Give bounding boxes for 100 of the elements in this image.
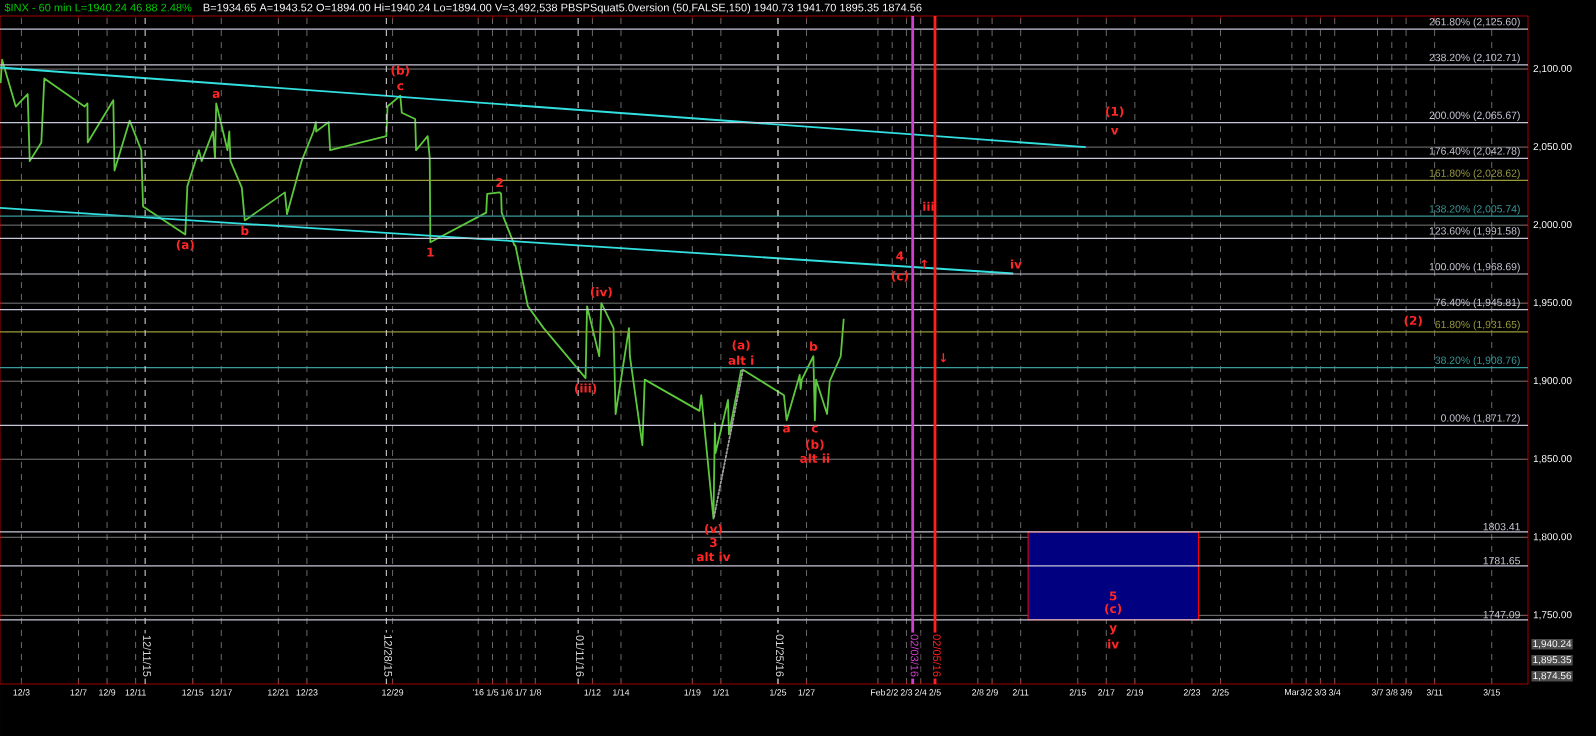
annotation: (iv) <box>590 287 612 298</box>
x-tick-label: 12/15 <box>182 689 204 696</box>
annotation: iii <box>923 201 934 211</box>
x-tick-label: 3/4 <box>1328 689 1341 696</box>
annotation: (c) <box>1105 603 1122 615</box>
y-tick-label: 2,100.00 <box>1533 64 1572 74</box>
x-tick-label: 12/17 <box>210 689 232 696</box>
annotation: alt iv <box>696 551 731 562</box>
chart-title: $INX - 60 min L=1940.24 46.88 2.48% <box>4 3 192 13</box>
x-tick-label: Mar <box>1285 689 1300 696</box>
ref-line-label: 123.60% (1,991.58) <box>1429 226 1520 237</box>
annotation: a <box>783 425 790 433</box>
x-tick-label: 3/2 <box>1300 689 1312 696</box>
annotation: ↓ <box>940 353 947 363</box>
ref-line-label: 176.40% (2,042.78) <box>1429 147 1520 157</box>
x-tick-label: 2/25 <box>1212 689 1229 696</box>
x-tick-label: 2/15 <box>1069 689 1086 696</box>
y-tick-label: 1,950.00 <box>1533 299 1572 308</box>
chart-subtitle: B=1934.65 A=1943.52 O=1894.00 Hi=1940.24 Lo=1894.00 V=3,492,538 PBSPSquat5.0version (50,FALSE,150) 1940.73 1941.70 1895.35 1874.56 <box>203 3 922 14</box>
ref-line-label: 238.20% (2,102.71) <box>1429 53 1520 64</box>
annotation: 1 <box>427 247 434 257</box>
x-tick-label: 12/21 <box>268 689 289 696</box>
annotation: 3 <box>710 537 717 548</box>
ref-line-label: 261.80% (2,125.60) <box>1429 17 1520 28</box>
annotation: (a) <box>732 340 750 351</box>
ref-line-label: 161.80% (2,028.62) <box>1429 169 1520 179</box>
x-tick-label: 2/5 <box>929 689 941 696</box>
x-tick-label: 2/3 <box>900 689 913 696</box>
x-tick-label: 1/12 <box>584 689 601 696</box>
y-tick-label: 1,750.00 <box>1533 611 1572 620</box>
annotation: a <box>212 91 220 98</box>
annotation: c <box>397 83 404 91</box>
annotation: (b) <box>391 65 410 77</box>
x-tick-label: 1/21 <box>712 689 730 696</box>
annotation: iv <box>1010 259 1022 269</box>
x-tick-label: 1/14 <box>613 689 630 696</box>
ref-line-label: 138.20% (2,005.74) <box>1429 204 1520 215</box>
x-tick-label: 2/8 <box>972 689 984 696</box>
ref-line-label: 02/05/16 <box>932 634 942 677</box>
annotation: (c) <box>891 271 908 282</box>
x-tick-label: 3/11 <box>1426 689 1443 696</box>
x-tick-label: 2/4 <box>915 689 927 696</box>
x-tick-label: 2/11 <box>1012 689 1029 696</box>
x-tick-label: 12/29 <box>382 689 404 696</box>
annotation: (b) <box>806 439 824 451</box>
x-tick-label: 2/19 <box>1126 689 1144 696</box>
x-tick-label: 1/7 <box>515 689 527 696</box>
x-tick-label: 3/8 <box>1386 689 1398 696</box>
x-tick-label: Feb <box>871 689 886 696</box>
x-tick-label: 1/27 <box>798 689 815 696</box>
text: 1,874.56 <box>1533 672 1572 681</box>
x-tick-label: 3/3 <box>1314 689 1327 696</box>
x-tick-label: 12/23 <box>296 689 318 696</box>
annotation: (a) <box>176 239 194 251</box>
ref-line-label: 61.80% (1,931.65) <box>1435 320 1520 331</box>
y-tick-label: 1,850.00 <box>1533 455 1572 464</box>
ref-line-label: 02/03/16 <box>910 634 919 677</box>
ref-line-label: 100.00% (1,968.69) <box>1429 262 1520 273</box>
x-tick-label: 12/7 <box>70 689 87 696</box>
annotation: (iii) <box>574 383 597 395</box>
annotation: iv <box>1108 639 1119 649</box>
x-tick-label: 12/3 <box>13 689 30 696</box>
annotation: b <box>810 341 818 351</box>
text: 1,895.35 <box>1533 656 1572 665</box>
x-tick-label: 1/6 <box>501 689 513 696</box>
x-tick-label: 3/9 <box>1400 689 1412 696</box>
x-tick-label: '16 <box>472 689 484 696</box>
ref-line-label: 200.00% (2,065.67) <box>1429 111 1520 122</box>
line-series <box>0 58 845 520</box>
y-tick-label: 1,900.00 <box>1533 377 1572 386</box>
annotation: alt ii <box>800 453 830 463</box>
text: 1,940.24 <box>1533 640 1572 649</box>
x-tick-label: 1/5 <box>487 689 499 696</box>
ref-line-label: 12/11/15 <box>143 635 152 677</box>
y-tick-label: 1,800.00 <box>1533 533 1572 542</box>
x-tick-label: 2/17 <box>1098 689 1115 696</box>
annotation: 4 <box>896 251 904 261</box>
x-tick-label: 1/8 <box>529 689 542 696</box>
ref-line-label: 12/28/15 <box>384 635 393 677</box>
ref-line-label: 0.00% (1,871.72) <box>1441 414 1520 424</box>
annotation: (1) <box>1106 106 1124 118</box>
y-tick-label: 2,000.00 <box>1533 220 1572 230</box>
x-tick-label: 2/23 <box>1183 689 1201 696</box>
ref-line-label: 1781.65 <box>1483 556 1520 565</box>
x-tick-label: 3/7 <box>1371 689 1384 696</box>
annotation: v <box>1110 128 1119 135</box>
x-tick-label: 1/19 <box>684 689 701 696</box>
annotation: ↑ <box>921 259 928 269</box>
x-tick-label: 12/9 <box>99 689 116 696</box>
x-tick-label: 2/2 <box>886 689 898 696</box>
x-tick-label: 3/15 <box>1483 689 1500 696</box>
annotation: 5 <box>1109 591 1117 601</box>
y-tick-label: 2,050.00 <box>1533 142 1572 152</box>
annotation: alt i <box>728 355 754 365</box>
annotation: c <box>811 425 818 433</box>
annotation: b <box>241 225 249 236</box>
ref-line-label: 1803.41 <box>1483 522 1520 531</box>
annotation: (2) <box>1404 315 1422 327</box>
ref-line-label: 38.20% (1,908.76) <box>1435 356 1520 366</box>
ref-line-label: 01/25/16 <box>775 634 784 677</box>
